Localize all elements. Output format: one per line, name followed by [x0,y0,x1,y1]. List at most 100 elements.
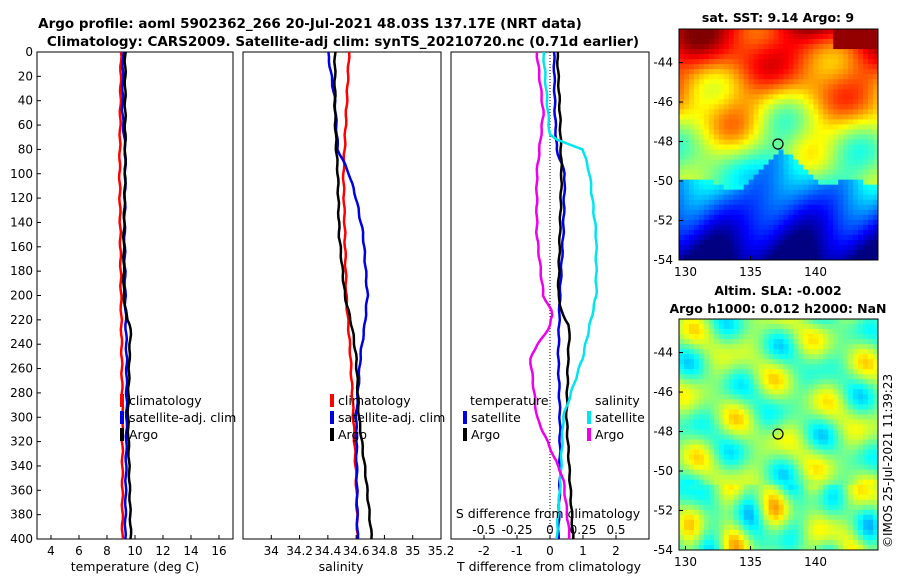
sst-cell [773,154,779,160]
sla-cell [873,329,879,335]
sla-cell [843,494,849,501]
sla-cell [738,354,745,360]
sst-cell [743,219,750,226]
sst-cell [748,219,755,226]
sst-cell [838,114,844,120]
sla-cell [853,469,859,476]
sla-cell [848,334,854,340]
sst-cell [723,114,730,120]
sst-cell [683,244,690,251]
sla-heatmap [679,319,879,551]
sla-cell [843,444,849,450]
sla-cell [738,439,745,445]
sla-cell [808,514,814,521]
sla-cell [813,374,819,380]
sst-cell [793,199,799,206]
sla-cell [748,379,755,385]
sla-cell [773,334,779,340]
sla-cell [738,384,745,390]
sla-cell [679,419,685,425]
sst-cell [858,239,864,246]
sst-cell [698,169,705,176]
sst-cell [708,224,715,231]
sst-cell [703,99,710,105]
sst-cell [698,199,705,206]
sst-cell [763,224,769,231]
sla-cell [753,414,760,420]
sst-cell [863,124,869,130]
sla-cell [748,454,755,461]
sst-cell [838,139,844,145]
sst-cell [868,164,874,171]
sla-cell [738,544,745,551]
sst-cell [713,134,720,140]
sla-cell [848,504,854,511]
sst-cell [808,154,814,160]
sla-cell [718,479,725,486]
sst-cell [833,134,839,140]
sla-cell [738,429,745,435]
sst-cell [758,34,764,40]
sst-cell [708,159,715,165]
sst-cell [858,184,864,191]
sst-cell [763,124,769,130]
sst-cell [868,249,874,256]
temp-difference-tick-label: -2 [478,544,490,558]
sla-cell [713,494,720,501]
sla-cell [679,509,685,516]
sst-cell [698,219,705,226]
sst-cell [683,189,690,196]
sla-cell [868,534,874,541]
sst-cell [763,249,769,256]
sst-cell [713,99,720,105]
sla-cell [798,324,804,330]
sla-cell [693,364,700,370]
sla-cell [848,324,854,330]
sla-cell [683,539,690,546]
sst-cell [748,239,755,246]
sla-cell [758,349,764,355]
sst-cell [753,244,760,251]
sla-cell [758,399,764,405]
sst-cell [703,49,710,55]
sla-cell [679,434,685,440]
sla-cell [808,374,814,380]
sst-cell [693,59,700,65]
sst-cell [783,234,789,241]
sst-cell [873,64,879,70]
sst-cell [683,39,690,45]
sla-cell [803,389,809,395]
sst-lon-label: 130 [674,265,697,279]
sla-cell [728,474,735,481]
sla-cell [858,424,864,430]
sst-cell [733,169,740,176]
sla-cell [763,404,769,410]
sst-cell [823,219,829,226]
sst-cell [683,164,690,171]
sla-cell [698,384,705,390]
sst-cell [793,184,799,191]
sst-cell [713,144,720,150]
sla-cell [763,539,769,546]
sla-cell [703,479,710,486]
sst-cell [718,94,725,100]
sst-cell [683,129,690,135]
sst-cell [868,134,874,140]
sst-cell [738,129,745,135]
sst-cell [853,159,859,165]
sla-cell [858,504,864,511]
sla-cell [723,489,730,496]
sst-cell [828,69,834,75]
sst-cell [793,69,799,75]
sla-cell [743,544,750,551]
sla-cell [798,489,804,496]
sst-cell [733,189,740,196]
sst-cell [733,59,740,65]
sst-cell [738,159,745,165]
sst-cell [748,89,755,95]
sst-cell [683,239,690,246]
sst-cell [863,184,869,191]
sst-cell [679,119,685,125]
sst-cell [873,84,879,90]
sla-cell [833,324,839,330]
